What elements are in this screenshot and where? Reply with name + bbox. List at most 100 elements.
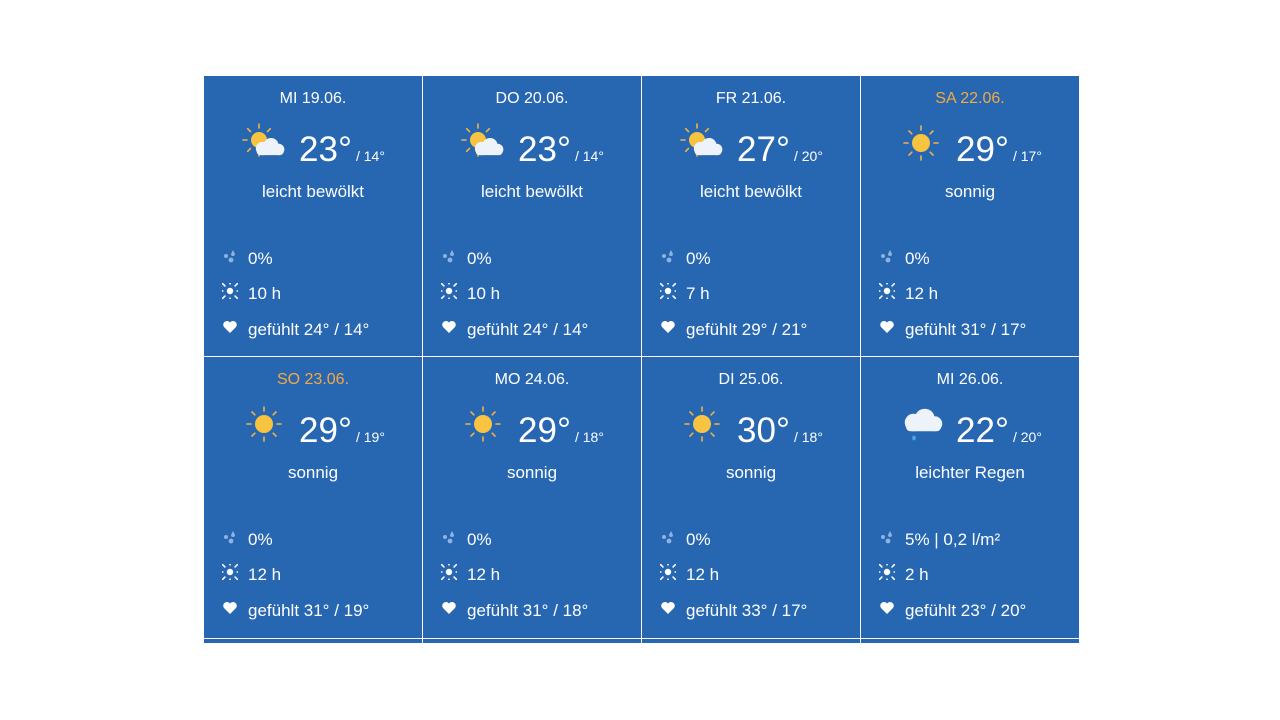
sun-value: 12 h: [467, 564, 501, 584]
sun-icon: [460, 404, 518, 451]
precip-value: 0%: [467, 248, 492, 268]
sun-small-icon: [656, 560, 686, 585]
feels-like: gefühlt 24° / 14°: [222, 319, 369, 340]
sun-value: 2 h: [905, 564, 929, 584]
sun-small-icon: [437, 279, 467, 304]
next-row-edge: [642, 639, 860, 643]
day-tile[interactable]: MO 24.06. 29°/ 18° sonnig 0% 12 h gefühl…: [423, 357, 641, 638]
raindrops-icon: [441, 248, 467, 269]
heart-icon: [222, 600, 248, 621]
sun-icon: [679, 404, 737, 451]
high-temp: 22°: [956, 411, 1009, 450]
high-temp: 27°: [737, 130, 790, 169]
sun-small-icon: [218, 279, 248, 304]
sunshine-hours: 10 h: [218, 279, 282, 304]
temperature-row: 27°/ 20°: [642, 123, 860, 170]
raindrops-icon: [660, 529, 686, 550]
low-temp: / 14°: [355, 148, 385, 164]
sun-value: 10 h: [248, 283, 282, 303]
day-tile[interactable]: FR 21.06. 27°/ 20° leicht bewölkt 0% 7 h…: [642, 76, 860, 356]
precipitation: 0%: [222, 529, 273, 550]
sunshine-hours: 12 h: [437, 560, 501, 585]
sun-small-icon: [437, 560, 467, 585]
heart-icon: [222, 319, 248, 340]
sunshine-hours: 10 h: [437, 279, 501, 304]
feels-like: gefühlt 24° / 14°: [441, 319, 588, 340]
sun-cloud-icon: [679, 123, 737, 170]
feels-value: gefühlt 31° / 19°: [248, 600, 370, 620]
precipitation: 0%: [660, 248, 711, 269]
day-date: MI 19.06.: [279, 90, 347, 107]
raindrops-icon: [222, 529, 248, 550]
high-temp: 23°: [518, 130, 571, 169]
temperature-row: 23°/ 14°: [204, 123, 422, 170]
precipitation: 0%: [222, 248, 273, 269]
day-tile[interactable]: DO 20.06. 23°/ 14° leicht bewölkt 0% 10 …: [423, 76, 641, 356]
temperature-row: 29°/ 18°: [423, 404, 641, 451]
sunshine-hours: 2 h: [875, 560, 929, 585]
temperature-row: 22°/ 20°: [861, 407, 1079, 451]
rain-cloud-icon: [898, 404, 956, 451]
feels-like: gefühlt 31° / 19°: [222, 600, 369, 621]
sun-value: 12 h: [686, 564, 720, 584]
high-temp: 29°: [518, 411, 571, 450]
weather-description: sonnig: [287, 463, 339, 482]
low-temp: / 17°: [1012, 148, 1042, 164]
precipitation: 0%: [660, 529, 711, 550]
sunshine-hours: 12 h: [218, 560, 281, 585]
sun-value: 12 h: [905, 283, 939, 303]
heart-icon: [879, 319, 905, 340]
day-date: DI 25.06.: [718, 371, 784, 388]
precip-value: 0%: [686, 248, 711, 268]
heart-icon: [441, 600, 467, 621]
precipitation: 5% | 0,2 l/m²: [879, 529, 1000, 550]
next-row-edge: [423, 639, 641, 643]
day-tile[interactable]: SO 23.06. 29°/ 19° sonnig 0% 12 h gefühl…: [204, 357, 422, 638]
precip-value: 0%: [248, 248, 273, 268]
day-tile[interactable]: SA 22.06. 29°/ 17° sonnig 0% 12 h gefühl…: [861, 76, 1079, 356]
sun-cloud-icon: [241, 123, 299, 170]
feels-value: gefühlt 29° / 21°: [686, 319, 808, 339]
day-tile[interactable]: MI 19.06. 23°/ 14° leicht bewölkt 0% 10 …: [204, 76, 422, 356]
sun-small-icon: [875, 560, 905, 585]
sun-value: 7 h: [686, 283, 710, 303]
day-tile[interactable]: MI 26.06. 22°/ 20° leichter Regen 5% | 0…: [861, 357, 1079, 638]
day-date: FR 21.06.: [715, 90, 787, 107]
raindrops-icon: [222, 248, 248, 269]
raindrops-icon: [879, 529, 905, 550]
sunshine-hours: 7 h: [656, 279, 710, 304]
weather-description: leicht bewölkt: [480, 182, 584, 201]
low-temp: / 18°: [793, 429, 823, 445]
temperature-row: 23°/ 14°: [423, 123, 641, 170]
heart-icon: [441, 319, 467, 340]
feels-value: gefühlt 31° / 18°: [467, 600, 589, 620]
weather-description: sonnig: [944, 182, 996, 201]
sun-icon: [898, 123, 956, 170]
sun-small-icon: [656, 279, 686, 304]
precip-value: 0%: [905, 248, 930, 268]
precipitation: 0%: [441, 529, 492, 550]
feels-like: gefühlt 29° / 21°: [660, 319, 807, 340]
low-temp: / 20°: [793, 148, 823, 164]
feels-value: gefühlt 31° / 17°: [905, 319, 1027, 339]
temperature-row: 29°/ 17°: [861, 123, 1079, 170]
day-tile[interactable]: DI 25.06. 30°/ 18° sonnig 0% 12 h gefühl…: [642, 357, 860, 638]
high-temp: 29°: [956, 130, 1009, 169]
feels-like: gefühlt 31° / 18°: [441, 600, 588, 621]
day-date: DO 20.06.: [495, 90, 569, 107]
day-date: SO 23.06.: [276, 371, 350, 388]
precipitation: 0%: [441, 248, 492, 269]
low-temp: / 14°: [574, 148, 604, 164]
feels-like: gefühlt 33° / 17°: [660, 600, 807, 621]
sun-value: 10 h: [467, 283, 501, 303]
precip-value: 0%: [686, 529, 711, 549]
day-date: MO 24.06.: [494, 371, 570, 388]
sunshine-hours: 12 h: [875, 279, 939, 304]
high-temp: 30°: [737, 411, 790, 450]
temperature-row: 30°/ 18°: [642, 404, 860, 451]
next-row-edge: [861, 639, 1079, 643]
low-temp: / 20°: [1012, 429, 1042, 445]
precip-value: 0%: [248, 529, 273, 549]
sun-icon: [241, 404, 299, 451]
feels-value: gefühlt 24° / 14°: [467, 319, 589, 339]
